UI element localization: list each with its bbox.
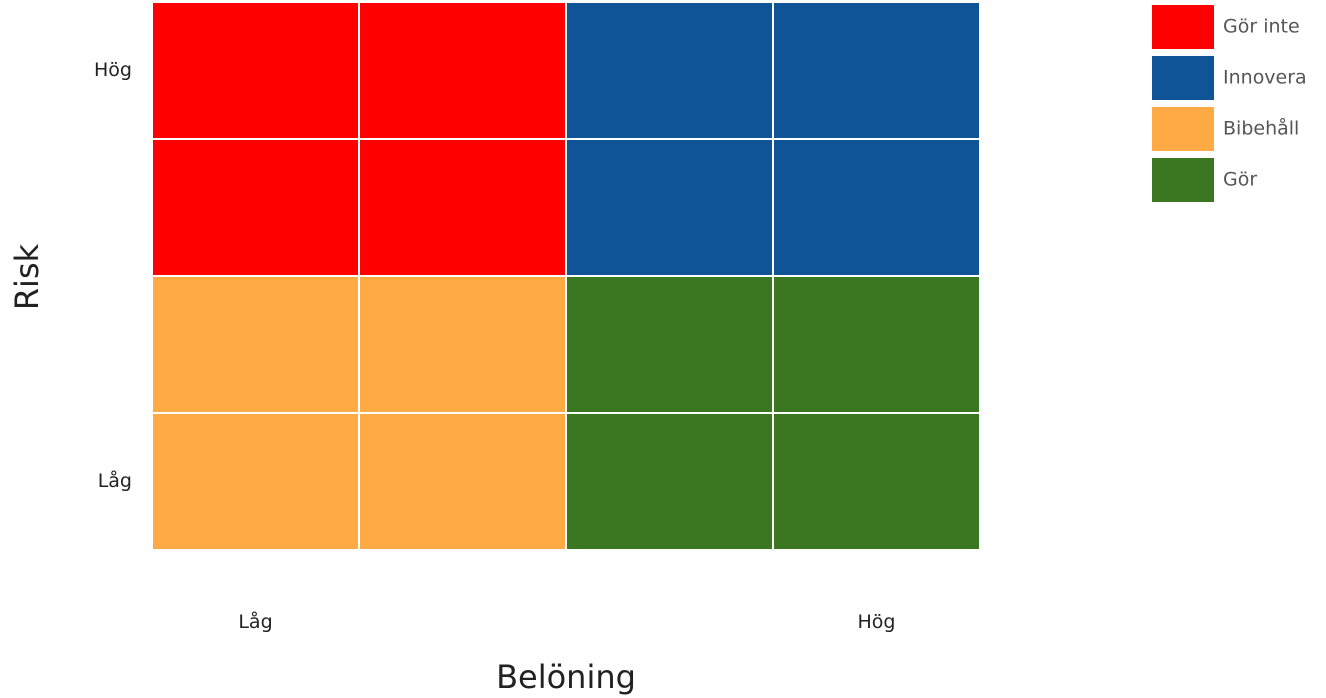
x-axis-ticks: Låg Hög <box>238 610 895 633</box>
heatmap-cell-r2-c3 <box>772 275 981 414</box>
legend-swatch <box>1152 107 1214 151</box>
legend-item[interactable]: Bibehåll <box>1152 107 1299 151</box>
x-tick-label: Hög <box>858 611 896 633</box>
legend-label: Gör <box>1223 169 1257 191</box>
heatmap-cell-r0-c1 <box>358 1 567 140</box>
legend-item[interactable]: Gör inte <box>1152 5 1300 49</box>
heatmap-cells <box>151 1 981 551</box>
heatmap-cell-r3-c3 <box>772 412 981 551</box>
heatmap-cell-r2-c0 <box>151 275 360 414</box>
y-tick-label: Låg <box>98 469 132 492</box>
heatmap-cell-r0-c3 <box>772 1 981 140</box>
heatmap-cell-r1-c3 <box>772 138 981 277</box>
heatmap-cell-r2-c1 <box>358 275 567 414</box>
heatmap-cell-r1-c1 <box>358 138 567 277</box>
x-axis-title: Belöning <box>496 658 636 696</box>
heatmap-cell-r3-c1 <box>358 412 567 551</box>
legend: Gör inte Innovera Bibehåll Gör <box>1152 5 1307 202</box>
heatmap-cell-r0-c0 <box>151 1 360 140</box>
y-axis-ticks: Hög Låg <box>94 59 132 492</box>
legend-swatch <box>1152 56 1214 100</box>
heatmap-cell-r1-c0 <box>151 138 360 277</box>
legend-label: Gör inte <box>1223 16 1300 38</box>
heatmap-cell-r0-c2 <box>565 1 774 140</box>
legend-item[interactable]: Gör <box>1152 158 1257 202</box>
legend-swatch <box>1152 5 1214 49</box>
x-tick-label: Låg <box>238 610 272 633</box>
y-axis-title: Risk <box>8 243 46 310</box>
legend-swatch <box>1152 158 1214 202</box>
heatmap-cell-r3-c0 <box>151 412 360 551</box>
y-tick-label: Hög <box>94 59 132 81</box>
heatmap-cell-r2-c2 <box>565 275 774 414</box>
legend-item[interactable]: Innovera <box>1152 56 1307 100</box>
legend-label: Bibehåll <box>1223 117 1299 140</box>
heatmap-cell-r3-c2 <box>565 412 774 551</box>
heatmap-cell-r1-c2 <box>565 138 774 277</box>
legend-label: Innovera <box>1223 67 1307 89</box>
